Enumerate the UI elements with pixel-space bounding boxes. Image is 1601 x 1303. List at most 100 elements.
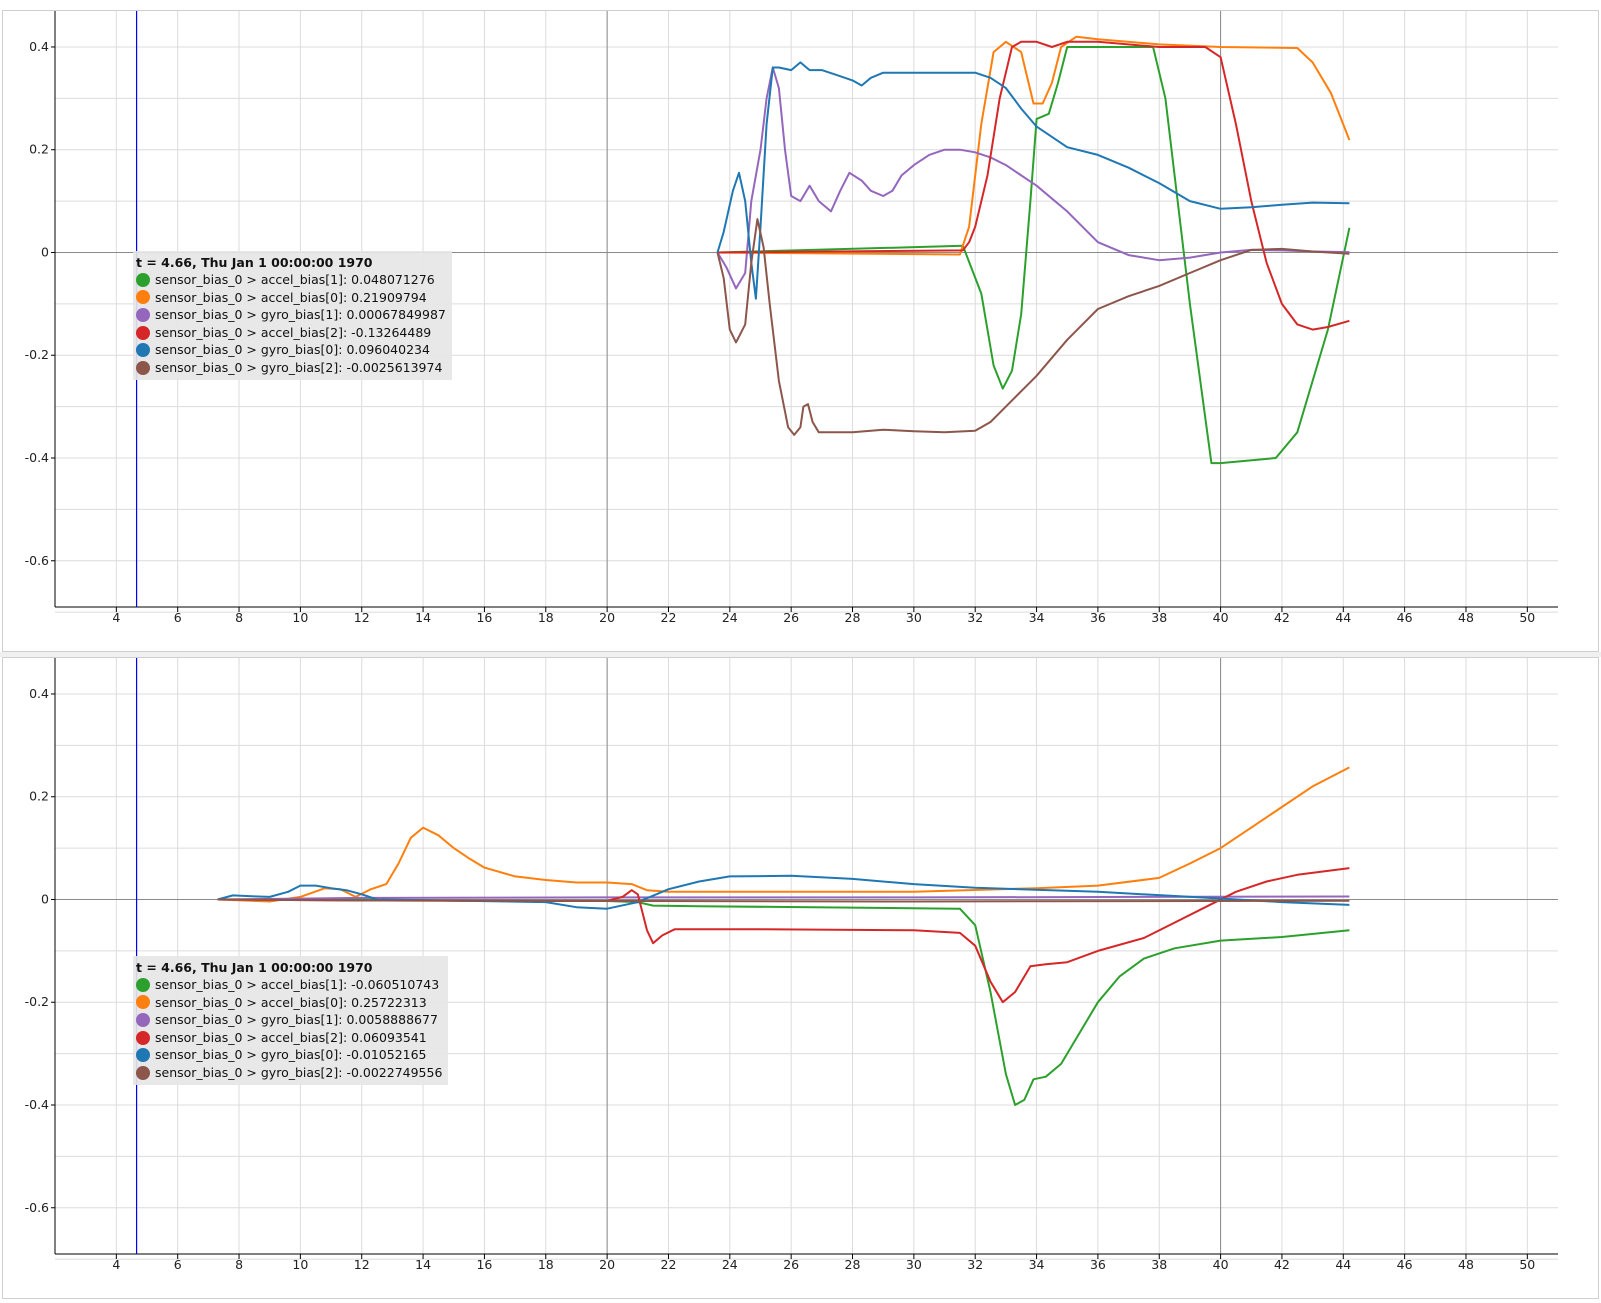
legend-entry: sensor_bias_0 > accel_bias[0]: 0.2572231… (136, 994, 442, 1012)
y-tick-label: -0.6 (25, 553, 49, 568)
legend-swatch (136, 977, 150, 992)
series-line-2 (716, 66, 1350, 290)
y-tick-label: -0.4 (25, 1097, 49, 1112)
x-tick-label: 38 (1151, 1257, 1167, 1272)
x-tick-label: 40 (1213, 610, 1229, 625)
x-tick-label: 18 (538, 1257, 554, 1272)
x-tick-label: 14 (415, 610, 431, 625)
legend-entry: sensor_bias_0 > gyro_bias[2]: -0.0022749… (136, 1064, 442, 1082)
x-tick-label: 48 (1458, 610, 1474, 625)
legend-swatch (136, 1065, 150, 1080)
y-tick-label: 0.4 (29, 686, 49, 701)
x-tick-label: 8 (235, 610, 243, 625)
legend-swatch (136, 1012, 150, 1027)
y-tick-label: -0.2 (25, 347, 49, 362)
x-tick-label: 28 (845, 1257, 861, 1272)
x-tick-label: 46 (1397, 1257, 1413, 1272)
legend-top: t = 4.66, Thu Jan 1 00:00:00 1970 sensor… (133, 251, 452, 380)
y-tick-label: -0.2 (25, 994, 49, 1009)
legend-label: sensor_bias_0 > gyro_bias[1]: 0.00588886… (155, 1012, 438, 1028)
legend-swatch (136, 272, 150, 287)
x-tick-label: 6 (174, 1257, 182, 1272)
x-tick-label: 34 (1029, 1257, 1045, 1272)
legend-label: sensor_bias_0 > accel_bias[2]: 0.0609354… (155, 1029, 427, 1045)
legend-label: sensor_bias_0 > gyro_bias[0]: 0.09604023… (155, 342, 430, 358)
series-line-4 (217, 874, 1350, 910)
legend-swatch (136, 1048, 150, 1063)
legend-swatch (136, 343, 150, 358)
x-tick-label: 30 (906, 1257, 922, 1272)
x-tick-label: 22 (661, 610, 677, 625)
series-line-5 (716, 218, 1350, 436)
legend-swatch (136, 1030, 150, 1045)
legend-label: sensor_bias_0 > gyro_bias[1]: 0.00067849… (155, 307, 446, 323)
x-tick-label: 6 (174, 610, 182, 625)
x-tick-label: 14 (415, 1257, 431, 1272)
x-tick-label: 44 (1335, 610, 1351, 625)
y-tick-label: 0 (41, 891, 49, 906)
x-tick-label: 20 (599, 610, 615, 625)
series-line-1 (717, 35, 1351, 256)
x-tick-label: 4 (112, 610, 120, 625)
legend-label: sensor_bias_0 > gyro_bias[2]: -0.0025613… (155, 359, 443, 375)
x-tick-label: 34 (1029, 610, 1045, 625)
x-tick-label: 16 (476, 610, 492, 625)
y-tick-label: 0.2 (29, 142, 49, 157)
series-line-2 (217, 895, 1350, 901)
legend-entry: sensor_bias_0 > accel_bias[2]: 0.0609354… (136, 1029, 442, 1047)
plot-panel-bottom[interactable]: 4 6 8 10 12 14 16 18 20 22 24 26 28 30 32 34 36 38 40 42 44 4… (2, 657, 1599, 1299)
x-tick-label: 40 (1213, 1257, 1229, 1272)
x-tick-label: 42 (1274, 610, 1290, 625)
y-tick-label: -0.6 (25, 1200, 49, 1215)
x-tick-label: 26 (783, 1257, 799, 1272)
legend-label: sensor_bias_0 > accel_bias[0]: 0.2190979… (155, 289, 427, 305)
series-line-0 (717, 46, 1351, 465)
x-tick-label: 46 (1397, 610, 1413, 625)
x-tick-label: 44 (1335, 1257, 1351, 1272)
legend-bottom: t = 4.66, Thu Jan 1 00:00:00 1970 sensor… (133, 956, 449, 1085)
y-tick-label: -0.4 (25, 450, 49, 465)
legend-entry: sensor_bias_0 > accel_bias[2]: -0.132644… (136, 324, 446, 342)
panel-splitter[interactable] (0, 652, 1601, 657)
x-tick-label: 10 (292, 1257, 308, 1272)
x-tick-label: 26 (783, 610, 799, 625)
series-line-5 (217, 898, 1350, 903)
x-tick-label: 50 (1519, 610, 1535, 625)
legend-label: sensor_bias_0 > accel_bias[1]: 0.0480712… (155, 272, 435, 287)
x-tick-label: 12 (354, 1257, 370, 1272)
plot-canvas-bottom[interactable]: 4 6 8 10 12 14 16 18 20 22 24 26 28 30 32 34 36 38 40 42 44 4… (3, 658, 1598, 1298)
legend-title: t = 4.66, Thu Jan 1 00:00:00 1970 (136, 960, 373, 975)
legend-entry: sensor_bias_0 > accel_bias[1]: -0.060510… (136, 976, 442, 994)
x-tick-label: 20 (599, 1257, 615, 1272)
y-tick-label: 0.2 (29, 789, 49, 804)
legend-entry: sensor_bias_0 > accel_bias[0]: 0.2190979… (136, 289, 446, 307)
x-tick-label: 18 (538, 610, 554, 625)
x-tick-label: 28 (845, 610, 861, 625)
legend-entry: sensor_bias_0 > gyro_bias[0]: 0.09604023… (136, 341, 446, 359)
x-tick-label: 12 (354, 610, 370, 625)
x-tick-label: 32 (967, 610, 983, 625)
legend-swatch (136, 307, 150, 322)
x-tick-label: 36 (1090, 610, 1106, 625)
legend-entry: sensor_bias_0 > gyro_bias[1]: 0.00588886… (136, 1011, 442, 1029)
x-tick-label: 32 (967, 1257, 983, 1272)
x-tick-label: 38 (1151, 610, 1167, 625)
y-tick-label: 0.4 (29, 39, 49, 54)
legend-label: sensor_bias_0 > accel_bias[1]: -0.060510… (155, 977, 440, 992)
x-tick-label: 30 (906, 610, 922, 625)
legend-swatch (136, 360, 150, 375)
x-tick-label: 48 (1458, 1257, 1474, 1272)
legend-swatch (136, 325, 150, 340)
legend-label: sensor_bias_0 > gyro_bias[0]: -0.0105216… (155, 1047, 427, 1063)
legend-entry: sensor_bias_0 > accel_bias[1]: 0.0480712… (136, 271, 446, 289)
legend-label: sensor_bias_0 > accel_bias[0]: 0.2572231… (155, 994, 427, 1010)
x-tick-label: 36 (1090, 1257, 1106, 1272)
series-line-3 (717, 40, 1350, 331)
x-tick-label: 10 (292, 610, 308, 625)
x-tick-label: 8 (235, 1257, 243, 1272)
plot-panel-top[interactable]: 4 6 8 10 12 14 16 18 20 22 24 26 28 30 32 34 36 38 40 42 44 4… (2, 10, 1599, 652)
series-line-1 (217, 766, 1350, 903)
x-tick-label: 50 (1519, 1257, 1535, 1272)
legend-label: sensor_bias_0 > accel_bias[2]: -0.132644… (155, 324, 432, 340)
x-tick-label: 16 (476, 1257, 492, 1272)
